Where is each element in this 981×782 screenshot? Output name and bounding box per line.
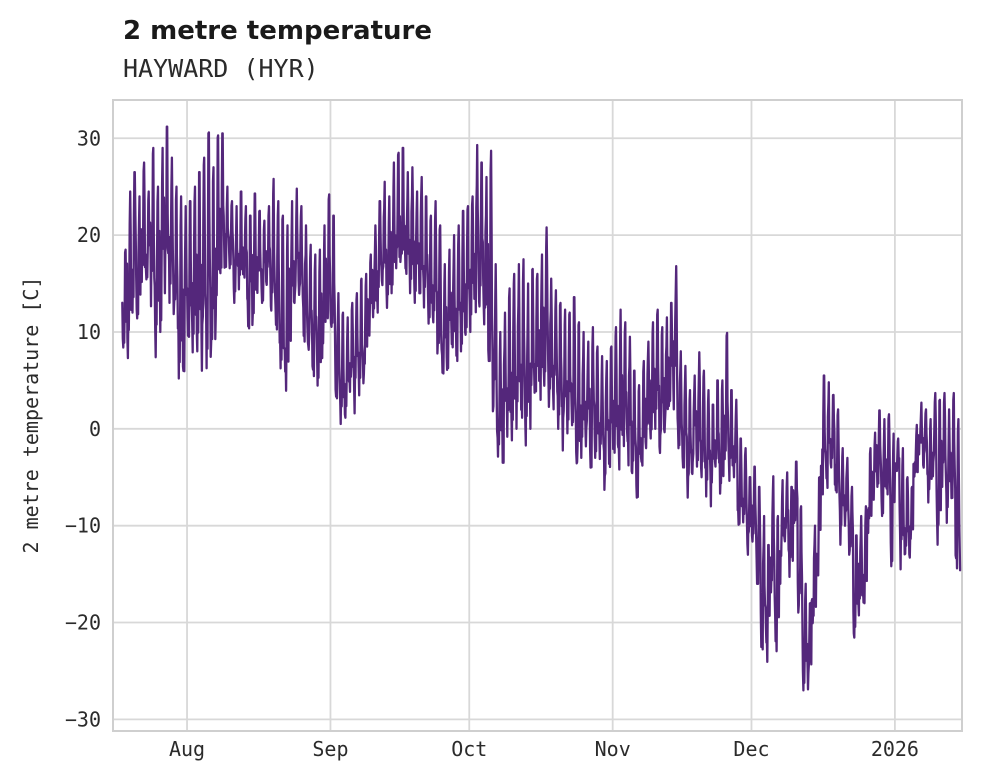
temperature-line — [121, 125, 962, 692]
x-tick-label: Nov — [595, 737, 631, 761]
x-tick-label: Sep — [312, 737, 348, 761]
plot-border — [112, 99, 963, 732]
y-tick-label: 0 — [89, 417, 101, 441]
y-tick-label: −30 — [65, 707, 101, 731]
chart-subtitle: HAYWARD (HYR) — [123, 54, 319, 83]
y-tick-label: 10 — [77, 320, 101, 344]
y-tick-label: −20 — [65, 611, 101, 635]
y-tick-label: 20 — [77, 223, 101, 247]
x-tick-label: Dec — [733, 737, 769, 761]
y-tick-label: 30 — [77, 126, 101, 150]
chart-title: 2 metre temperature — [123, 16, 432, 46]
x-tick-label: 2026 — [871, 737, 919, 761]
x-tick-label: Oct — [451, 737, 487, 761]
x-tick-label: Aug — [169, 737, 205, 761]
y-tick-label: −10 — [65, 514, 101, 538]
